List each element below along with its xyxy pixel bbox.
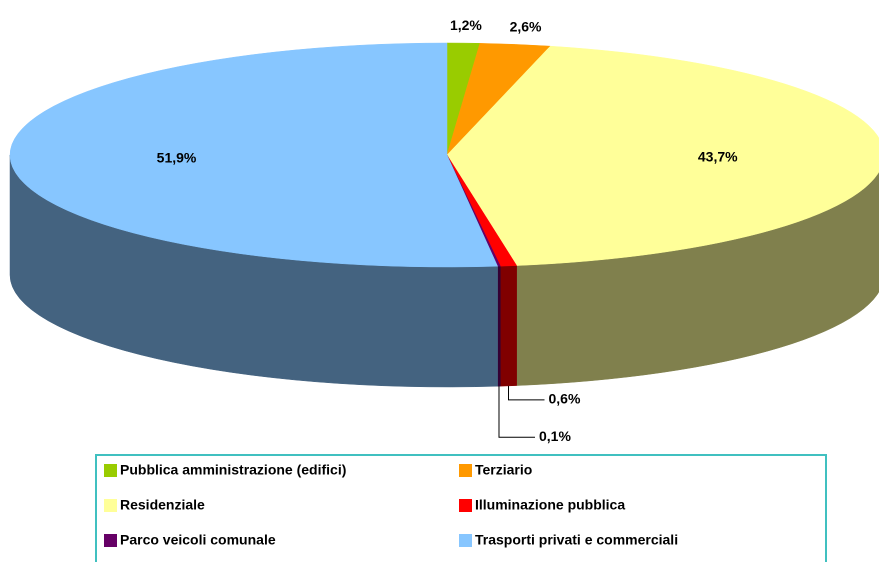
legend-label: Residenziale bbox=[120, 497, 205, 513]
legend-swatch bbox=[104, 534, 117, 547]
slice-side bbox=[500, 265, 517, 387]
legend-swatch bbox=[459, 499, 472, 512]
legend-label: Illuminazione pubblica bbox=[475, 497, 625, 513]
slice bbox=[9, 42, 499, 268]
data-label: 43,7% bbox=[698, 148, 738, 164]
data-label: 0,1% bbox=[539, 428, 571, 444]
data-label: 51,9% bbox=[157, 150, 197, 166]
data-label: 0,6% bbox=[549, 391, 581, 407]
slice bbox=[446, 45, 879, 266]
leader-line bbox=[508, 385, 545, 401]
data-label: 1,2% bbox=[450, 17, 482, 33]
legend-swatch bbox=[104, 464, 117, 477]
legend-label: Parco veicoli comunale bbox=[120, 532, 276, 548]
legend-label: Pubblica amministrazione (edifici) bbox=[120, 462, 346, 478]
data-label: 2,6% bbox=[510, 18, 542, 34]
leader-line bbox=[498, 386, 535, 438]
legend-swatch bbox=[104, 499, 117, 512]
slice-side bbox=[497, 265, 501, 387]
legend-label: Terziario bbox=[475, 462, 532, 478]
legend-swatch bbox=[459, 464, 472, 477]
legend-label: Trasporti privati e commerciali bbox=[475, 532, 678, 548]
legend-swatch bbox=[459, 534, 472, 547]
